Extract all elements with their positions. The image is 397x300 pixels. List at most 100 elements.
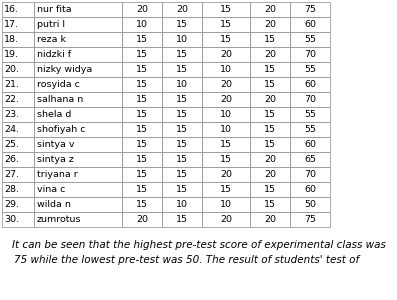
Text: zumrotus: zumrotus [37, 215, 81, 224]
Text: 29.: 29. [4, 200, 19, 209]
Bar [162, 182, 202, 197]
Text: 60: 60 [304, 140, 316, 149]
Bar [34, 167, 122, 182]
Text: It can be seen that the highest pre-test score of experimental class was: It can be seen that the highest pre-test… [12, 240, 385, 250]
Bar [2, 62, 34, 77]
Text: sintya z: sintya z [37, 155, 74, 164]
Bar [202, 32, 250, 47]
Text: 10: 10 [176, 80, 188, 89]
Bar [122, 182, 162, 197]
Text: 15: 15 [264, 200, 276, 209]
Text: 20: 20 [264, 155, 276, 164]
Bar [34, 77, 122, 92]
Text: 18.: 18. [4, 35, 19, 44]
Text: 55: 55 [304, 35, 316, 44]
Text: 15: 15 [220, 5, 232, 14]
Bar [122, 77, 162, 92]
Text: 27.: 27. [4, 170, 19, 179]
Bar [34, 107, 122, 122]
Text: 75: 75 [304, 215, 316, 224]
Text: nizky widya: nizky widya [37, 65, 92, 74]
Bar [162, 197, 202, 212]
Bar [162, 32, 202, 47]
Bar [2, 107, 34, 122]
Bar [2, 197, 34, 212]
Bar [290, 107, 330, 122]
Bar [250, 47, 290, 62]
Bar [2, 47, 34, 62]
Text: 20: 20 [220, 50, 232, 59]
Bar [34, 212, 122, 227]
Bar [250, 32, 290, 47]
Text: shela d: shela d [37, 110, 71, 119]
Text: 15: 15 [176, 65, 188, 74]
Text: 15: 15 [264, 110, 276, 119]
Text: 20: 20 [220, 215, 232, 224]
Text: 55: 55 [304, 125, 316, 134]
Bar [250, 212, 290, 227]
Bar [162, 62, 202, 77]
Text: rosyida c: rosyida c [37, 80, 80, 89]
Text: reza k: reza k [37, 35, 66, 44]
Text: 15: 15 [176, 95, 188, 104]
Text: 15: 15 [176, 20, 188, 29]
Bar [34, 182, 122, 197]
Text: 15: 15 [136, 140, 148, 149]
Text: 70: 70 [304, 50, 316, 59]
Text: 23.: 23. [4, 110, 19, 119]
Bar [122, 197, 162, 212]
Text: 65: 65 [304, 155, 316, 164]
Text: 20: 20 [264, 50, 276, 59]
Text: 15: 15 [176, 185, 188, 194]
Text: 20: 20 [264, 95, 276, 104]
Bar [290, 32, 330, 47]
Bar [250, 197, 290, 212]
Text: 15: 15 [264, 140, 276, 149]
Text: 20: 20 [136, 5, 148, 14]
Bar [202, 212, 250, 227]
Bar [290, 182, 330, 197]
Bar [162, 77, 202, 92]
Text: 15: 15 [176, 125, 188, 134]
Bar [2, 32, 34, 47]
Bar [122, 167, 162, 182]
Bar [162, 92, 202, 107]
Text: nur fita: nur fita [37, 5, 71, 14]
Text: 15: 15 [220, 140, 232, 149]
Text: 15: 15 [264, 185, 276, 194]
Bar [290, 17, 330, 32]
Bar [122, 32, 162, 47]
Bar [162, 2, 202, 17]
Bar [122, 122, 162, 137]
Bar [122, 62, 162, 77]
Text: wilda n: wilda n [37, 200, 71, 209]
Bar [162, 167, 202, 182]
Bar [162, 17, 202, 32]
Bar [250, 182, 290, 197]
Text: 15: 15 [264, 125, 276, 134]
Text: 15: 15 [220, 20, 232, 29]
Text: vina c: vina c [37, 185, 66, 194]
Text: 30.: 30. [4, 215, 19, 224]
Text: salhana n: salhana n [37, 95, 83, 104]
Text: 10: 10 [136, 20, 148, 29]
Bar [202, 62, 250, 77]
Text: sintya v: sintya v [37, 140, 75, 149]
Bar [250, 152, 290, 167]
Bar [162, 107, 202, 122]
Bar [2, 212, 34, 227]
Text: 70: 70 [304, 170, 316, 179]
Bar [34, 92, 122, 107]
Text: 26.: 26. [4, 155, 19, 164]
Text: putri I: putri I [37, 20, 65, 29]
Text: 20: 20 [220, 95, 232, 104]
Bar [122, 152, 162, 167]
Text: 15: 15 [136, 170, 148, 179]
Bar [250, 77, 290, 92]
Text: 10: 10 [220, 65, 232, 74]
Text: 15: 15 [176, 170, 188, 179]
Text: 15: 15 [136, 185, 148, 194]
Text: 15: 15 [264, 35, 276, 44]
Text: 22.: 22. [4, 95, 19, 104]
Bar [202, 92, 250, 107]
